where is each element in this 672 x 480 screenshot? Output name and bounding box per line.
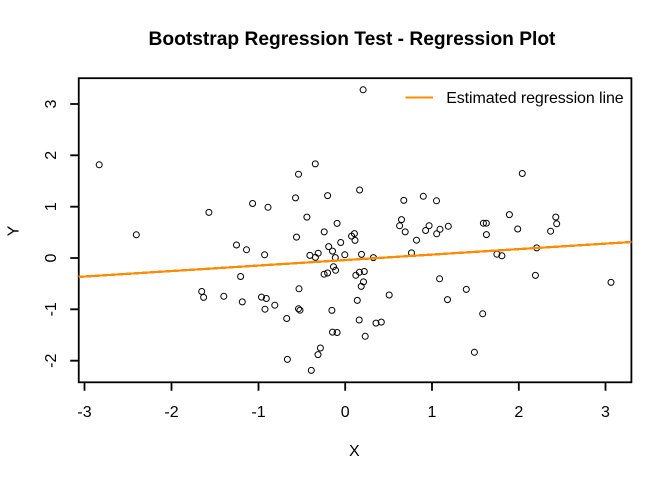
svg-text:-1: -1 (251, 404, 265, 421)
svg-text:-2: -2 (43, 353, 60, 367)
svg-text:Bootstrap Regression Test - Re: Bootstrap Regression Test - Regression P… (149, 29, 557, 50)
svg-text:0: 0 (341, 404, 350, 421)
svg-text:Y: Y (6, 225, 23, 236)
svg-text:1: 1 (43, 202, 60, 211)
svg-text:-1: -1 (43, 302, 60, 316)
svg-text:2: 2 (43, 151, 60, 160)
svg-text:0: 0 (43, 253, 60, 262)
svg-text:3: 3 (43, 99, 60, 108)
svg-text:-3: -3 (77, 404, 91, 421)
svg-text:Estimated regression line: Estimated regression line (446, 90, 624, 107)
svg-text:X: X (349, 443, 360, 460)
svg-text:1: 1 (428, 404, 437, 421)
svg-text:3: 3 (601, 404, 610, 421)
svg-text:2: 2 (514, 404, 523, 421)
svg-text:-2: -2 (164, 404, 178, 421)
